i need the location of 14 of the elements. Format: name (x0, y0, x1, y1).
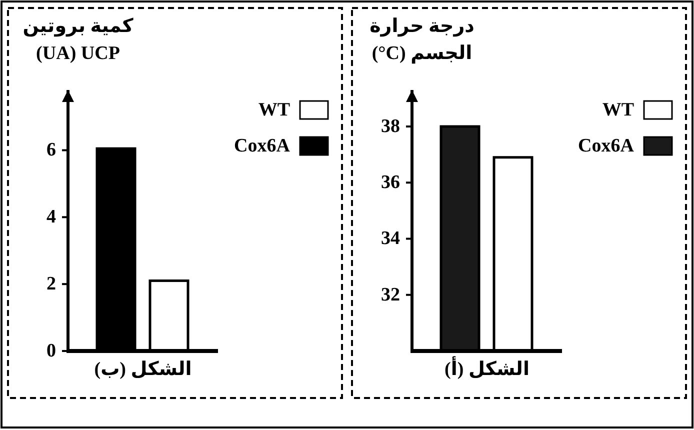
y-tick-label: 34 (381, 228, 400, 250)
legend-label: Cox6A (578, 136, 634, 156)
y-tick-label: 2 (46, 274, 56, 295)
x-axis-title: الشكل (ب) (94, 359, 192, 380)
y-tick-label: 38 (381, 116, 400, 137)
y-tick-label: 4 (46, 206, 56, 228)
legend-label: Cox6A (234, 136, 290, 156)
y-tick-label: 0 (46, 340, 56, 362)
y-tick-label: 36 (381, 172, 400, 194)
legend-label: WT (602, 100, 634, 120)
legend-label: WT (258, 100, 290, 120)
y-tick-label: 32 (381, 284, 400, 306)
y-tick-label: 6 (46, 140, 56, 161)
x-axis-title: الشكل (أ) (444, 357, 530, 382)
